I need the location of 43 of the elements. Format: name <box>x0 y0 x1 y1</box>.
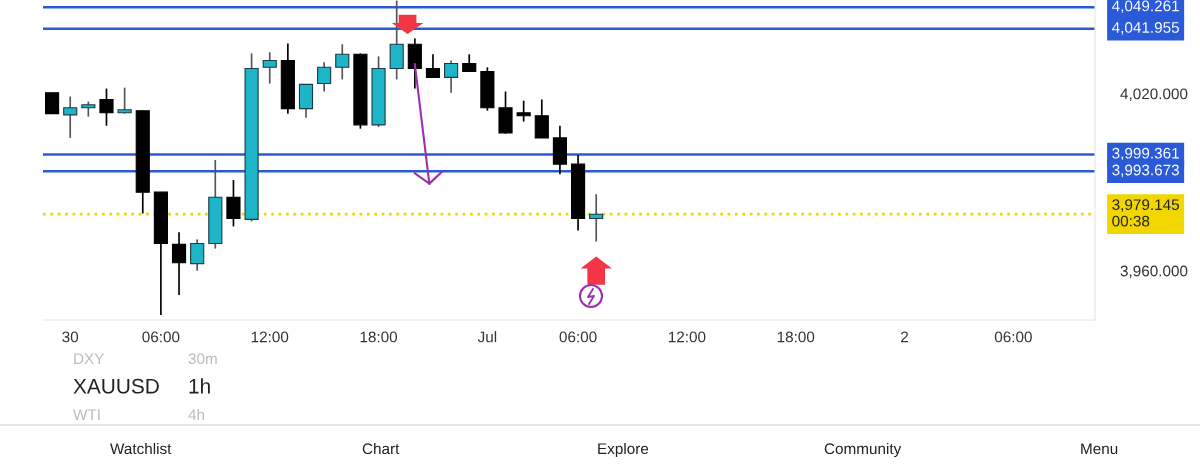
y-tick-label: 3,960.000 <box>1120 265 1188 279</box>
candlestick <box>425 53 441 79</box>
x-tick-label: 06:00 <box>994 331 1032 343</box>
candlestick <box>534 98 549 139</box>
candlestick <box>589 193 604 243</box>
ref-line-label: 3,979.145 00:38 <box>1112 199 1179 227</box>
text: Watchlist <box>110 442 172 455</box>
candlestick <box>516 99 531 123</box>
x-tick-label: 06:00 <box>142 331 180 343</box>
candlestick <box>226 179 241 228</box>
candlestick <box>262 51 277 85</box>
candlestick <box>117 86 132 115</box>
x-tick-label: 18:00 <box>777 331 815 343</box>
candlestick <box>317 61 332 93</box>
candlestick <box>335 43 350 81</box>
text: Menu <box>1081 443 1118 455</box>
text: DXY <box>74 353 105 364</box>
text: WTI <box>73 409 100 420</box>
candlestick <box>444 59 459 94</box>
ref-line-label: 3,993.673 <box>1112 164 1179 178</box>
x-tick-label: 2 <box>901 331 909 343</box>
x-tick-label: 18:00 <box>360 331 398 343</box>
candlestick <box>99 87 114 127</box>
text: Community <box>824 442 902 458</box>
candlestick <box>44 91 60 115</box>
text: 1h <box>189 378 210 394</box>
x-tick-label: 30 <box>62 331 79 343</box>
x-tick-label: 12:00 <box>668 331 706 343</box>
text: 30m <box>188 353 217 365</box>
ref-line-label: 4,049.261 <box>1112 0 1179 14</box>
y-tick-label: 4,020.000 <box>1120 88 1188 102</box>
x-tick-label: 12:00 <box>251 331 289 343</box>
text: Explore <box>598 442 649 458</box>
text: Chart <box>362 442 400 455</box>
x-tick-label: Jul <box>477 331 497 343</box>
ref-line-label: 4,041.955 <box>1112 22 1179 35</box>
text: 4h <box>188 408 204 420</box>
candlestick <box>63 95 78 139</box>
ref-line-label: 3,999.361 <box>1112 147 1179 161</box>
x-tick-label: 06:00 <box>559 331 597 343</box>
text: XAUUSD <box>73 378 159 394</box>
candlestick <box>171 231 187 296</box>
candlestick <box>190 238 205 272</box>
